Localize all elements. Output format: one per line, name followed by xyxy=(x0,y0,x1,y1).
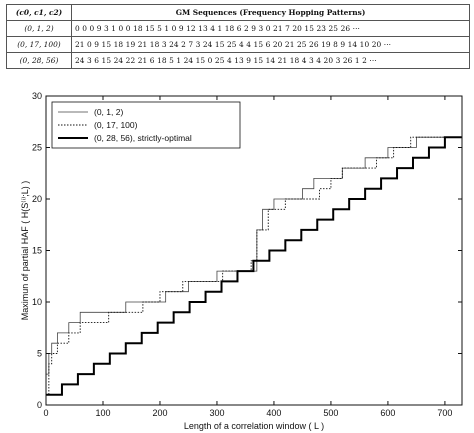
y-tick-label: 0 xyxy=(37,400,42,410)
legend-entry: (0, 1, 2) xyxy=(94,107,123,117)
legend-entry: (0, 17, 100) xyxy=(94,120,138,130)
table-row: (0, 1, 2) 0 0 0 9 3 1 0 0 18 15 5 1 0 9 … xyxy=(6,20,470,37)
chart-legend: (0, 1, 2) (0, 17, 100) (0, 28, 56), strict… xyxy=(51,101,241,149)
x-tick-label: 500 xyxy=(323,408,338,418)
y-tick-label: 20 xyxy=(32,194,42,204)
x-axis-label: Length of a correlation window ( L ) xyxy=(184,421,324,431)
axis-ticks: 0 100 200 300 400 500 600 700 0 5 10 15 20 25 30 xyxy=(32,91,462,418)
y-axis-label: Maximun of partial HAF ( H(S⁽ⁱ⁾;L) ) xyxy=(20,181,30,321)
y-tick-label: 15 xyxy=(32,246,42,256)
gm-sequence-table: (c0, c1, c2) GM Sequences (Frequency Hop… xyxy=(6,4,470,69)
x-tick-label: 700 xyxy=(437,408,452,418)
series-line-0 xyxy=(46,136,462,375)
table-row: (0, 28, 56) 24 3 6 15 24 22 21 6 18 5 1 … xyxy=(6,52,470,69)
legend-entry: (0, 28, 56), strictly-optimal xyxy=(94,133,192,143)
y-tick-label: 25 xyxy=(32,143,42,153)
x-tick-label: 0 xyxy=(43,408,48,418)
y-tick-label: 10 xyxy=(32,297,42,307)
y-tick-label: 5 xyxy=(37,349,42,359)
series-line-2 xyxy=(46,136,462,396)
chart-marks xyxy=(46,136,462,396)
table-row-sequence: 24 3 6 15 24 22 21 6 18 5 1 24 15 0 25 4… xyxy=(71,52,470,69)
x-tick-label: 200 xyxy=(152,408,167,418)
x-tick-label: 600 xyxy=(380,408,395,418)
series-line-1 xyxy=(46,136,462,396)
x-tick-label: 100 xyxy=(95,408,110,418)
x-tick-label: 400 xyxy=(266,408,281,418)
y-tick-label: 30 xyxy=(32,91,42,101)
table-row-key: (0, 28, 56) xyxy=(6,52,72,69)
x-tick-label: 300 xyxy=(209,408,224,418)
